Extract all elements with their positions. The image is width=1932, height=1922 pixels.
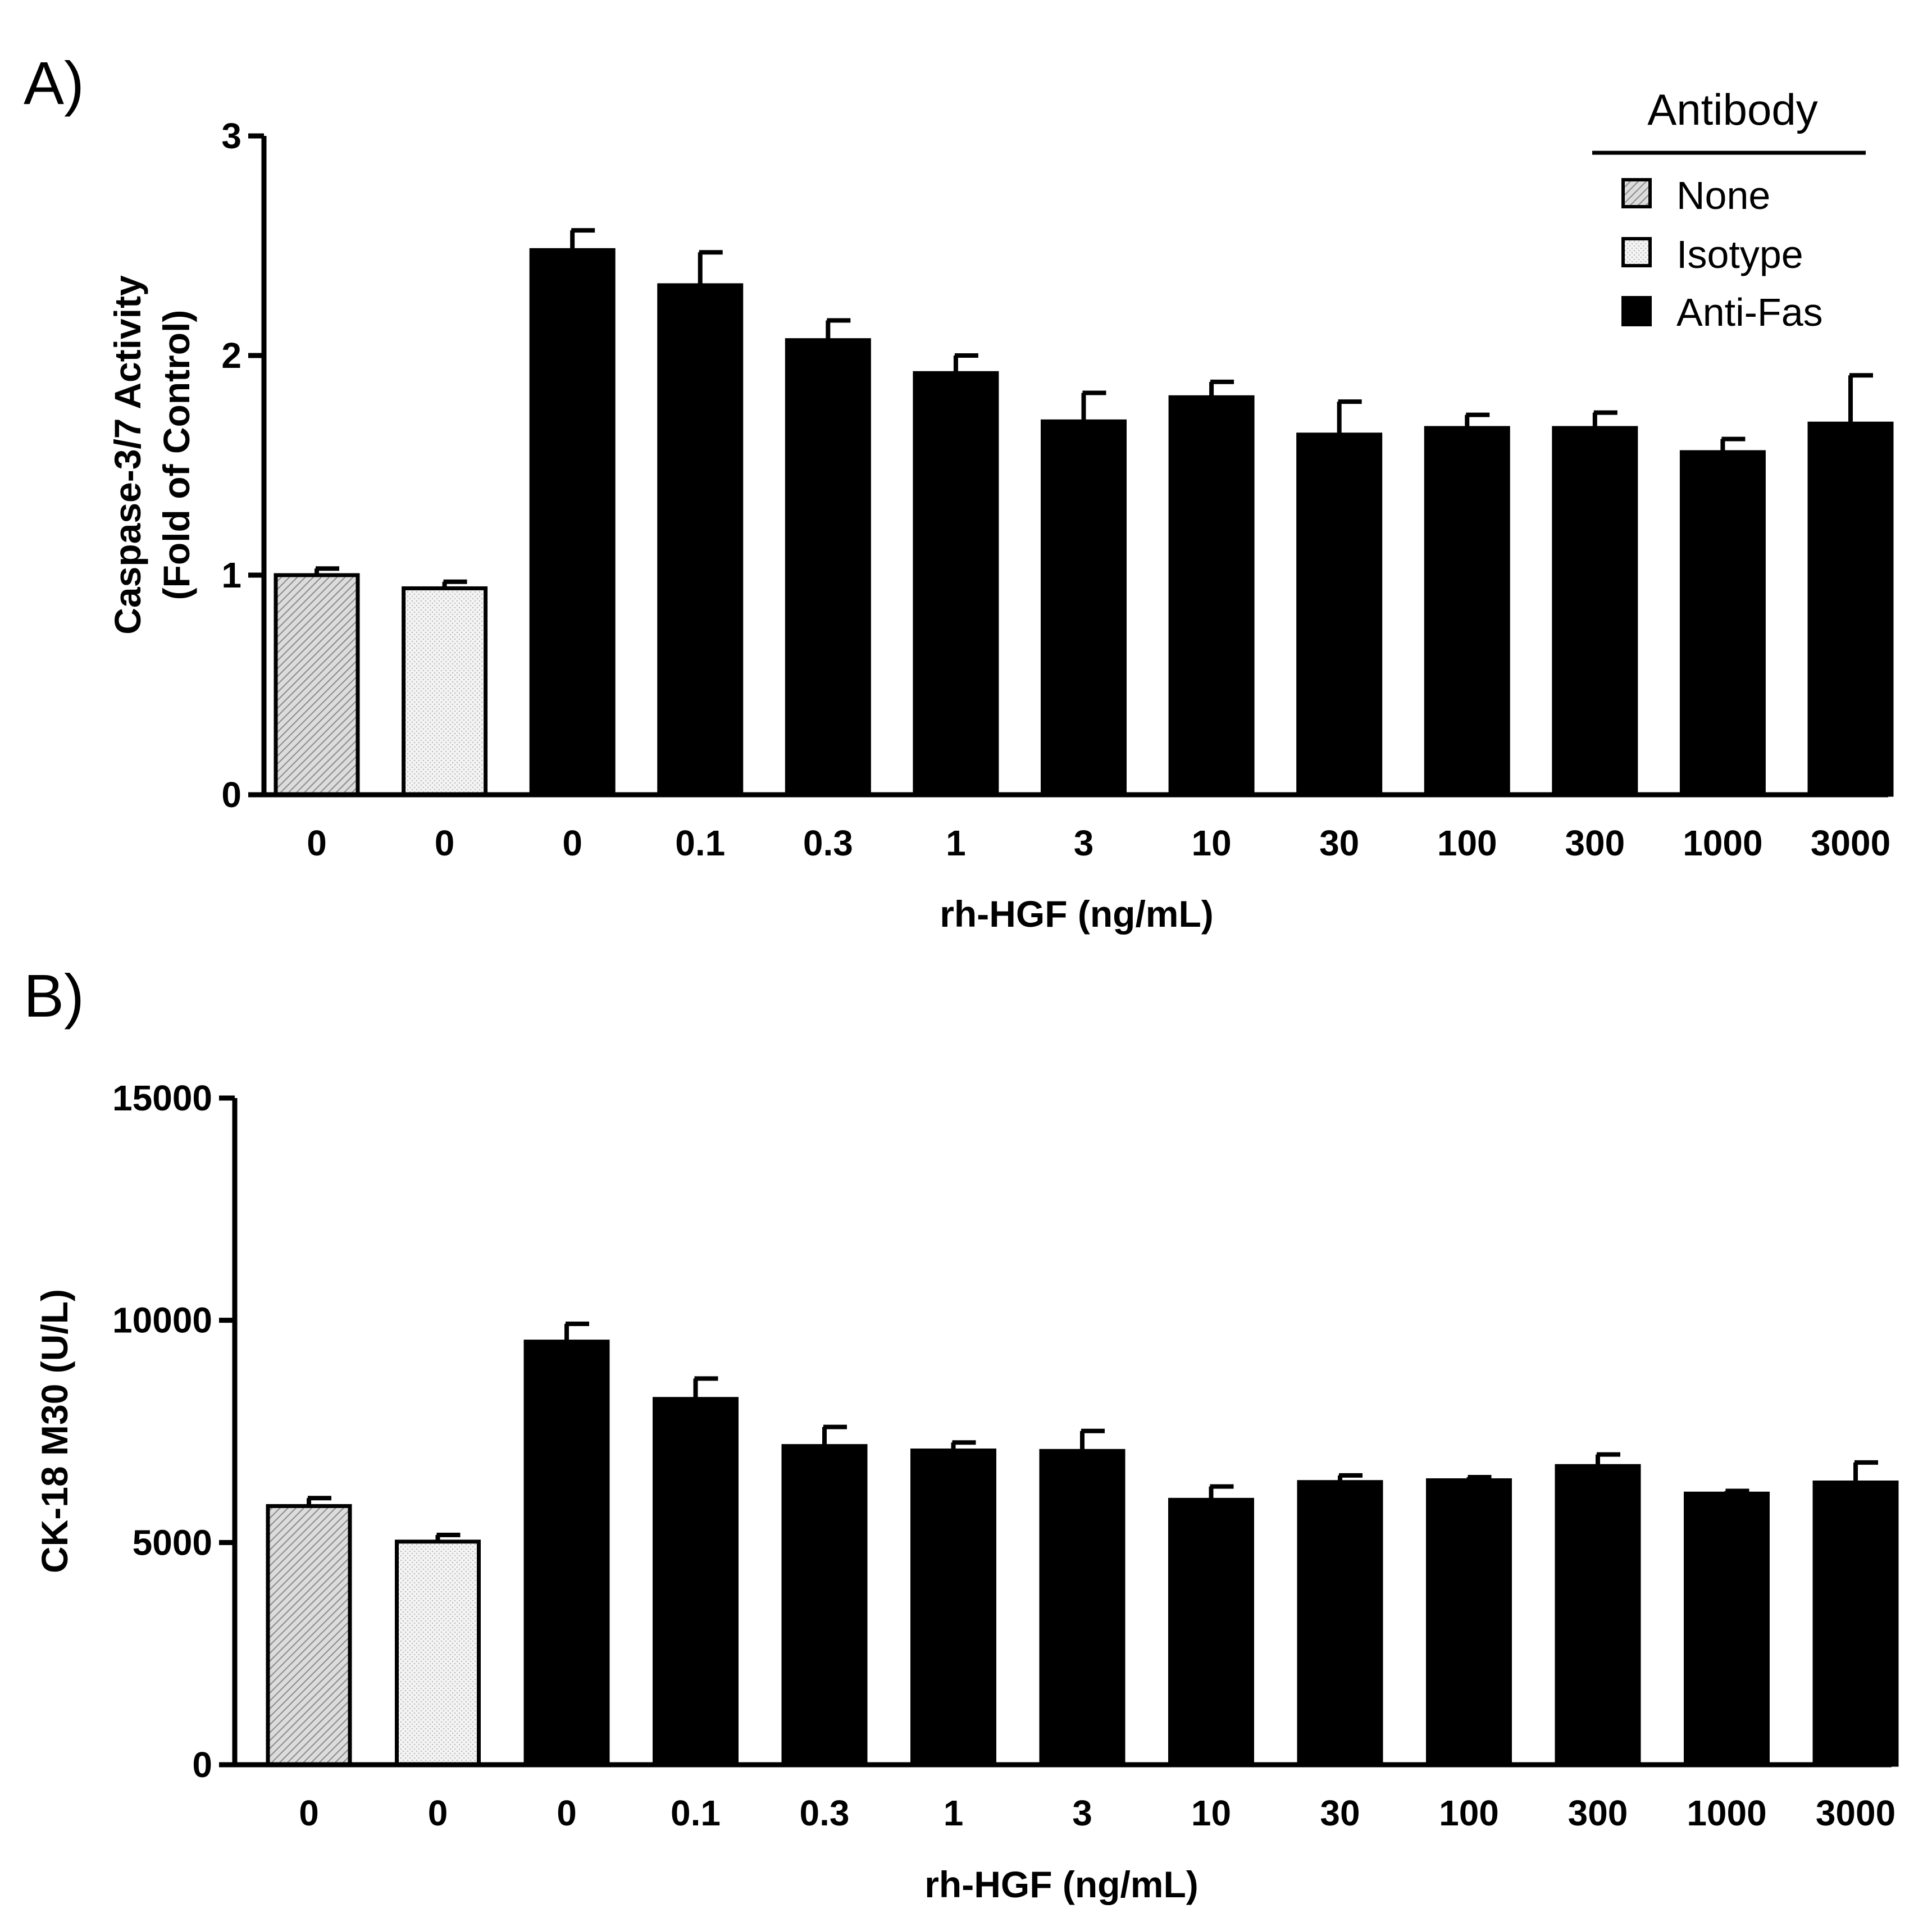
caspase-bar-anti-fas xyxy=(657,283,744,797)
legend-title: Antibody xyxy=(1647,85,1818,134)
caspase-x-tick-label: 1 xyxy=(946,823,966,863)
caspase-bar-anti-fas xyxy=(1041,419,1127,797)
caspase-y-tick-label: 1 xyxy=(221,555,241,595)
ck18-bars xyxy=(266,1321,1899,1767)
caspase-bar-anti-fas xyxy=(1552,426,1638,797)
ck18-bar-anti-fas xyxy=(910,1449,996,1767)
legend-label-none: None xyxy=(1676,174,1770,217)
caspase-bar-anti-fas xyxy=(913,371,999,797)
ck18-bar-anti-fas xyxy=(1039,1449,1126,1767)
caspase-bar-anti-fas xyxy=(1807,421,1894,797)
ck18-y-tick-label: 5000 xyxy=(133,1522,212,1563)
caspase-bar-anti-fas xyxy=(785,338,871,797)
ck18-x-tick-label: 3 xyxy=(1072,1793,1092,1833)
caspase-y-axis-title-line2: (Fold of Control) xyxy=(156,310,197,600)
caspase-y-axis-title-line1: Caspase-3/7 Activity xyxy=(107,275,148,635)
caspase-y-tick-label: 2 xyxy=(221,335,241,376)
ck18-bar-anti-fas xyxy=(653,1397,739,1767)
ck18-bar-anti-fas xyxy=(1297,1480,1383,1767)
ck18-bar-isotype xyxy=(395,1540,481,1767)
panel-a-label: A) xyxy=(24,49,84,117)
ck18-bar-anti-fas xyxy=(1555,1464,1641,1767)
legend-label-isotype: Isotype xyxy=(1676,233,1803,276)
ck18-y-tick-label: 15000 xyxy=(112,1078,212,1118)
ck18-x-tick-label: 1000 xyxy=(1687,1793,1766,1833)
ck18-x-tick-label: 100 xyxy=(1439,1793,1499,1833)
caspase-x-tick-label: 3000 xyxy=(1811,823,1890,863)
ck18-x-tick-label: 0 xyxy=(428,1793,448,1833)
caspase-bars xyxy=(274,228,1894,797)
caspase-chart: 0 1 2 3 0 0 0 0.1 0.3 1 3 10 30 100 300 1000 3000 rh-HG… xyxy=(107,116,1894,935)
caspase-bar-isotype xyxy=(402,586,488,797)
legend-label-anti-fas: Anti-Fas xyxy=(1676,290,1823,334)
caspase-x-tick-label: 30 xyxy=(1319,823,1359,863)
ck18-x-tick-label: 0.3 xyxy=(800,1793,850,1833)
caspase-bar-anti-fas xyxy=(1424,426,1510,797)
ck18-bar-anti-fas xyxy=(1684,1491,1770,1767)
ck18-x-tick-label: 1 xyxy=(944,1793,964,1833)
panel-b-label: B) xyxy=(24,962,84,1030)
caspase-x-tick-label: 0.1 xyxy=(675,823,725,863)
caspase-x-ticks: 0 0 0 0.1 0.3 1 3 10 30 100 300 1000 3000 xyxy=(307,823,1890,863)
ck18-x-tick-label: 300 xyxy=(1568,1793,1628,1833)
caspase-x-tick-label: 0 xyxy=(307,823,327,863)
ck18-chart: 0 5000 10000 15000 0 0 0 0.1 0.3 1 3 10 30 100 300 100… xyxy=(34,1078,1899,1905)
ck18-y-axis-title: CK-18 M30 (U/L) xyxy=(34,1289,75,1573)
ck18-x-tick-label: 10 xyxy=(1191,1793,1231,1833)
ck18-x-axis-title: rh-HGF (ng/mL) xyxy=(924,1864,1199,1905)
caspase-x-tick-label: 0 xyxy=(562,823,582,863)
legend-swatch-none xyxy=(1621,178,1652,208)
ck18-x-tick-label: 0 xyxy=(299,1793,319,1833)
caspase-x-tick-label: 0.3 xyxy=(803,823,853,863)
caspase-x-tick-label: 0 xyxy=(435,823,455,863)
ck18-x-tick-label: 0 xyxy=(557,1793,577,1833)
ck18-x-tick-label: 0.1 xyxy=(671,1793,721,1833)
caspase-x-axis-title: rh-HGF (ng/mL) xyxy=(940,893,1214,935)
ck18-y-tick-label: 10000 xyxy=(112,1300,212,1341)
caspase-x-tick-label: 300 xyxy=(1565,823,1625,863)
ck18-y-ticks: 0 5000 10000 15000 xyxy=(112,1078,235,1785)
ck18-y-tick-label: 0 xyxy=(192,1745,212,1785)
ck18-x-ticks: 0 0 0 0.1 0.3 1 3 10 30 100 300 1000 3000 xyxy=(299,1793,1895,1833)
caspase-y-tick-label: 3 xyxy=(221,116,241,156)
caspase-bar-anti-fas xyxy=(1296,432,1383,797)
caspase-x-tick-label: 100 xyxy=(1437,823,1497,863)
caspase-bar-anti-fas xyxy=(529,248,616,797)
ck18-bar-anti-fas xyxy=(1426,1478,1512,1767)
legend-swatch-anti-fas xyxy=(1621,296,1652,326)
ck18-x-tick-label: 30 xyxy=(1320,1793,1360,1833)
caspase-x-tick-label: 3 xyxy=(1074,823,1094,863)
caspase-bar-anti-fas xyxy=(1679,450,1766,797)
caspase-bar-anti-fas xyxy=(1168,395,1255,797)
legend: Antibody None Isotype Anti-Fas xyxy=(1592,85,1866,334)
caspase-bar-none xyxy=(274,573,360,797)
caspase-y-tick-label: 0 xyxy=(221,775,241,815)
caspase-y-ticks: 0 1 2 3 xyxy=(221,116,264,815)
caspase-x-tick-label: 10 xyxy=(1191,823,1231,863)
ck18-bar-anti-fas xyxy=(1168,1497,1254,1767)
ck18-bar-anti-fas xyxy=(781,1444,868,1767)
ck18-bar-none xyxy=(266,1504,352,1767)
ck18-x-tick-label: 3000 xyxy=(1816,1793,1895,1833)
ck18-bar-anti-fas xyxy=(1812,1481,1899,1767)
ck18-bar-anti-fas xyxy=(523,1340,610,1767)
caspase-x-tick-label: 1000 xyxy=(1683,823,1762,863)
legend-swatch-isotype xyxy=(1621,237,1652,267)
